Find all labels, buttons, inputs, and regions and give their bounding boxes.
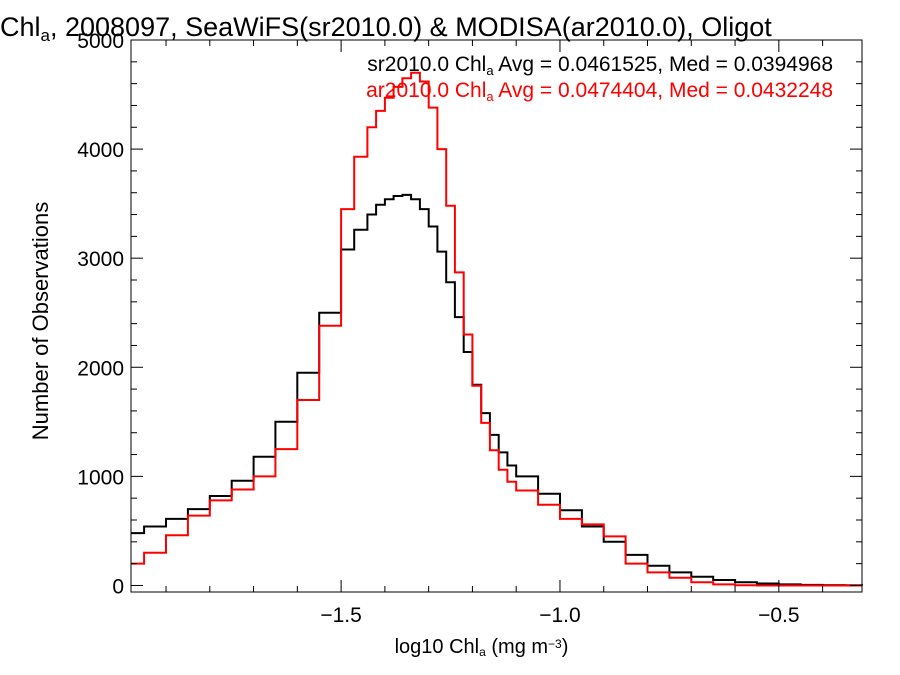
x-tick-label: −1.0	[539, 604, 580, 627]
x-tick-label: −0.5	[758, 604, 799, 627]
x-axis-label-part: (mg m	[486, 636, 548, 658]
stats-label-1-part: sr2010.0 Chl	[367, 53, 486, 76]
y-tick-label: 1000	[77, 466, 124, 489]
stats-label-2-part: ar2010.0 Chl	[366, 79, 486, 102]
y-axis-label: Number of Observations	[28, 202, 53, 440]
chart-title-part: a	[41, 26, 51, 45]
y-axis-ticks: 0 1000 2000 3000 4000 5000	[77, 30, 862, 598]
y-tick-label: 3000	[77, 248, 124, 271]
stats-label-1: sr2010.0 Chla Avg = 0.0461525, Med = 0.0…	[367, 53, 833, 78]
y-tick-label: 0	[112, 575, 124, 598]
x-axis-label: log10 Chla (mg m−3)	[395, 636, 569, 659]
x-axis-label-part: −3	[548, 637, 562, 651]
plot-series-group	[131, 71, 863, 587]
y-tick-label: 4000	[77, 139, 124, 162]
stats-label-2-part: Avg = 0.0474404, Med = 0.0432248	[494, 79, 833, 102]
x-axis-label-part: log10 Chl	[395, 636, 480, 658]
y-tick-label: 2000	[77, 357, 124, 380]
stats-label-1-part: Avg = 0.0461525, Med = 0.0394968	[494, 53, 833, 76]
x-tick-label: −1.5	[320, 604, 361, 627]
y-tick-label: 5000	[77, 30, 124, 53]
x-axis-label-part: a	[479, 645, 486, 659]
x-axis-ticks: −1.5 −1.0 −0.5	[165, 40, 824, 627]
stats-label-1-part: a	[486, 63, 494, 78]
stats-label-2-part: a	[486, 89, 494, 104]
chart-title-part: Chl	[0, 12, 41, 42]
stats-annotations: sr2010.0 Chla Avg = 0.0461525, Med = 0.0…	[366, 53, 833, 104]
stats-label-2: ar2010.0 Chla Avg = 0.0474404, Med = 0.0…	[366, 79, 833, 104]
chart-title-part: , 2008097, SeaWiFS(sr2010.0) & MODISA(ar…	[50, 12, 772, 42]
histogram-series-1	[131, 193, 863, 587]
plot-frame	[130, 39, 863, 593]
x-axis-label-part: )	[562, 636, 569, 658]
chart-title: Chla, 2008097, SeaWiFS(sr2010.0) & MODIS…	[0, 12, 772, 45]
histogram-series-2	[131, 71, 862, 587]
